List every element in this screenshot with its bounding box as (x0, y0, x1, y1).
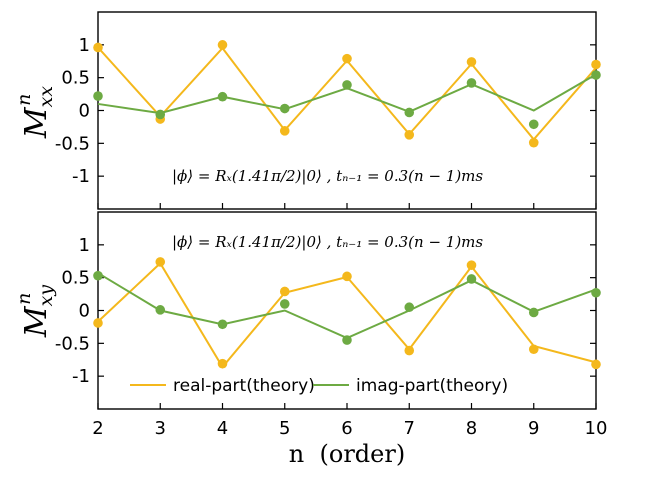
x-tick-label: 10 (585, 418, 608, 439)
data-point (93, 42, 103, 53)
data-point (466, 57, 477, 67)
x-ticks-mxy: 2 3 4 5 6 7 8 9 10 (92, 403, 607, 439)
data-point (466, 78, 477, 88)
data-point (155, 109, 166, 120)
x-tick-label: 3 (155, 418, 166, 439)
data-point (528, 137, 539, 148)
data-point (404, 345, 415, 356)
legend-label: imag-part(theory) (356, 376, 508, 396)
data-point (279, 126, 290, 136)
data-point (342, 271, 352, 282)
ylabel-mxx: Mxxn (13, 86, 57, 139)
x-tick-label: 4 (217, 418, 228, 439)
data-point (279, 286, 290, 297)
y-tick-label: -1 (72, 166, 90, 187)
y-tick-label: 0 (79, 101, 90, 122)
legend: real-part(theory) imag-part(theory) (130, 376, 508, 396)
legend-label: real-part(theory) (173, 376, 315, 396)
annotation-mxx: |ϕ⟩ = Rₓ(1.41π/2)|0⟩ , tₙ₋₁ = 0.3(n − 1)… (172, 167, 483, 185)
y-tick-label: 1 (79, 35, 90, 56)
x-tick-label: 8 (466, 418, 477, 439)
data-point (404, 129, 415, 140)
x-tick-label: 7 (404, 418, 415, 439)
data-point (528, 307, 539, 318)
ylabel-mxy-sub: xy (35, 285, 57, 307)
data-point (528, 119, 539, 130)
x-tick-label: 5 (279, 418, 290, 439)
x-tick-label: 2 (92, 418, 103, 439)
data-point (528, 344, 539, 355)
y-tick-label: -1 (72, 366, 90, 387)
data-point (404, 107, 415, 118)
x-tick-label: 9 (528, 418, 539, 439)
ylabel-mxy: Mxyn (13, 285, 57, 338)
data-point (466, 260, 477, 270)
ylabel-mxy-main: M (19, 305, 54, 338)
data-point (591, 287, 601, 298)
y-tick-label: 0.5 (61, 268, 90, 289)
data-point (155, 305, 166, 315)
y-tick-label: 0.5 (61, 68, 90, 89)
y-tick-label: 1 (79, 235, 90, 256)
data-point (342, 335, 352, 345)
series-layer-mxy (93, 257, 601, 370)
ylabel-mxy-sup: n (13, 293, 35, 305)
data-point (342, 80, 352, 90)
data-point (217, 319, 228, 330)
xlabel: n (order) (289, 440, 405, 468)
series-layer-mxx (93, 40, 601, 148)
data-point (217, 91, 228, 102)
data-point (279, 299, 290, 309)
data-point (93, 318, 103, 328)
y-tick-label: -0.5 (55, 333, 90, 354)
data-point (155, 257, 166, 267)
data-point (93, 91, 103, 101)
data-point (93, 270, 103, 281)
ylabel-mxx-sup: n (13, 94, 35, 106)
annotation-mxy: |ϕ⟩ = Rₓ(1.41π/2)|0⟩ , tₙ₋₁ = 0.3(n − 1)… (172, 233, 483, 251)
data-point (591, 359, 601, 370)
data-point (591, 70, 601, 80)
y-tick-label: 0 (79, 301, 90, 322)
data-point (591, 59, 601, 70)
y-tick-label: -0.5 (55, 133, 90, 154)
panel-mxx: 1 0.5 0 -0.5 -1 |ϕ⟩ = Rₓ(1.41π/2)|0⟩ , tₙ₋₁ … (13, 11, 601, 210)
data-point (217, 358, 228, 369)
data-point (217, 40, 228, 50)
data-point (342, 53, 352, 64)
panel-mxy: 1 0.5 0 -0.5 -1 2 3 4 5 6 7 8 9 10 |ϕ⟩ = Rₓ(1.41π/2)… (13, 211, 607, 468)
ylabel-mxx-main: M (19, 106, 54, 139)
y-ticks-mxx: 1 0.5 0 -0.5 -1 (55, 35, 596, 187)
ylabel-mxx-sub: xx (35, 86, 57, 108)
data-point (466, 274, 477, 284)
data-point (279, 103, 290, 114)
data-point (404, 302, 415, 313)
y-ticks-mxy: 1 0.5 0 -0.5 -1 (55, 235, 596, 387)
x-tick-label: 6 (341, 418, 352, 439)
